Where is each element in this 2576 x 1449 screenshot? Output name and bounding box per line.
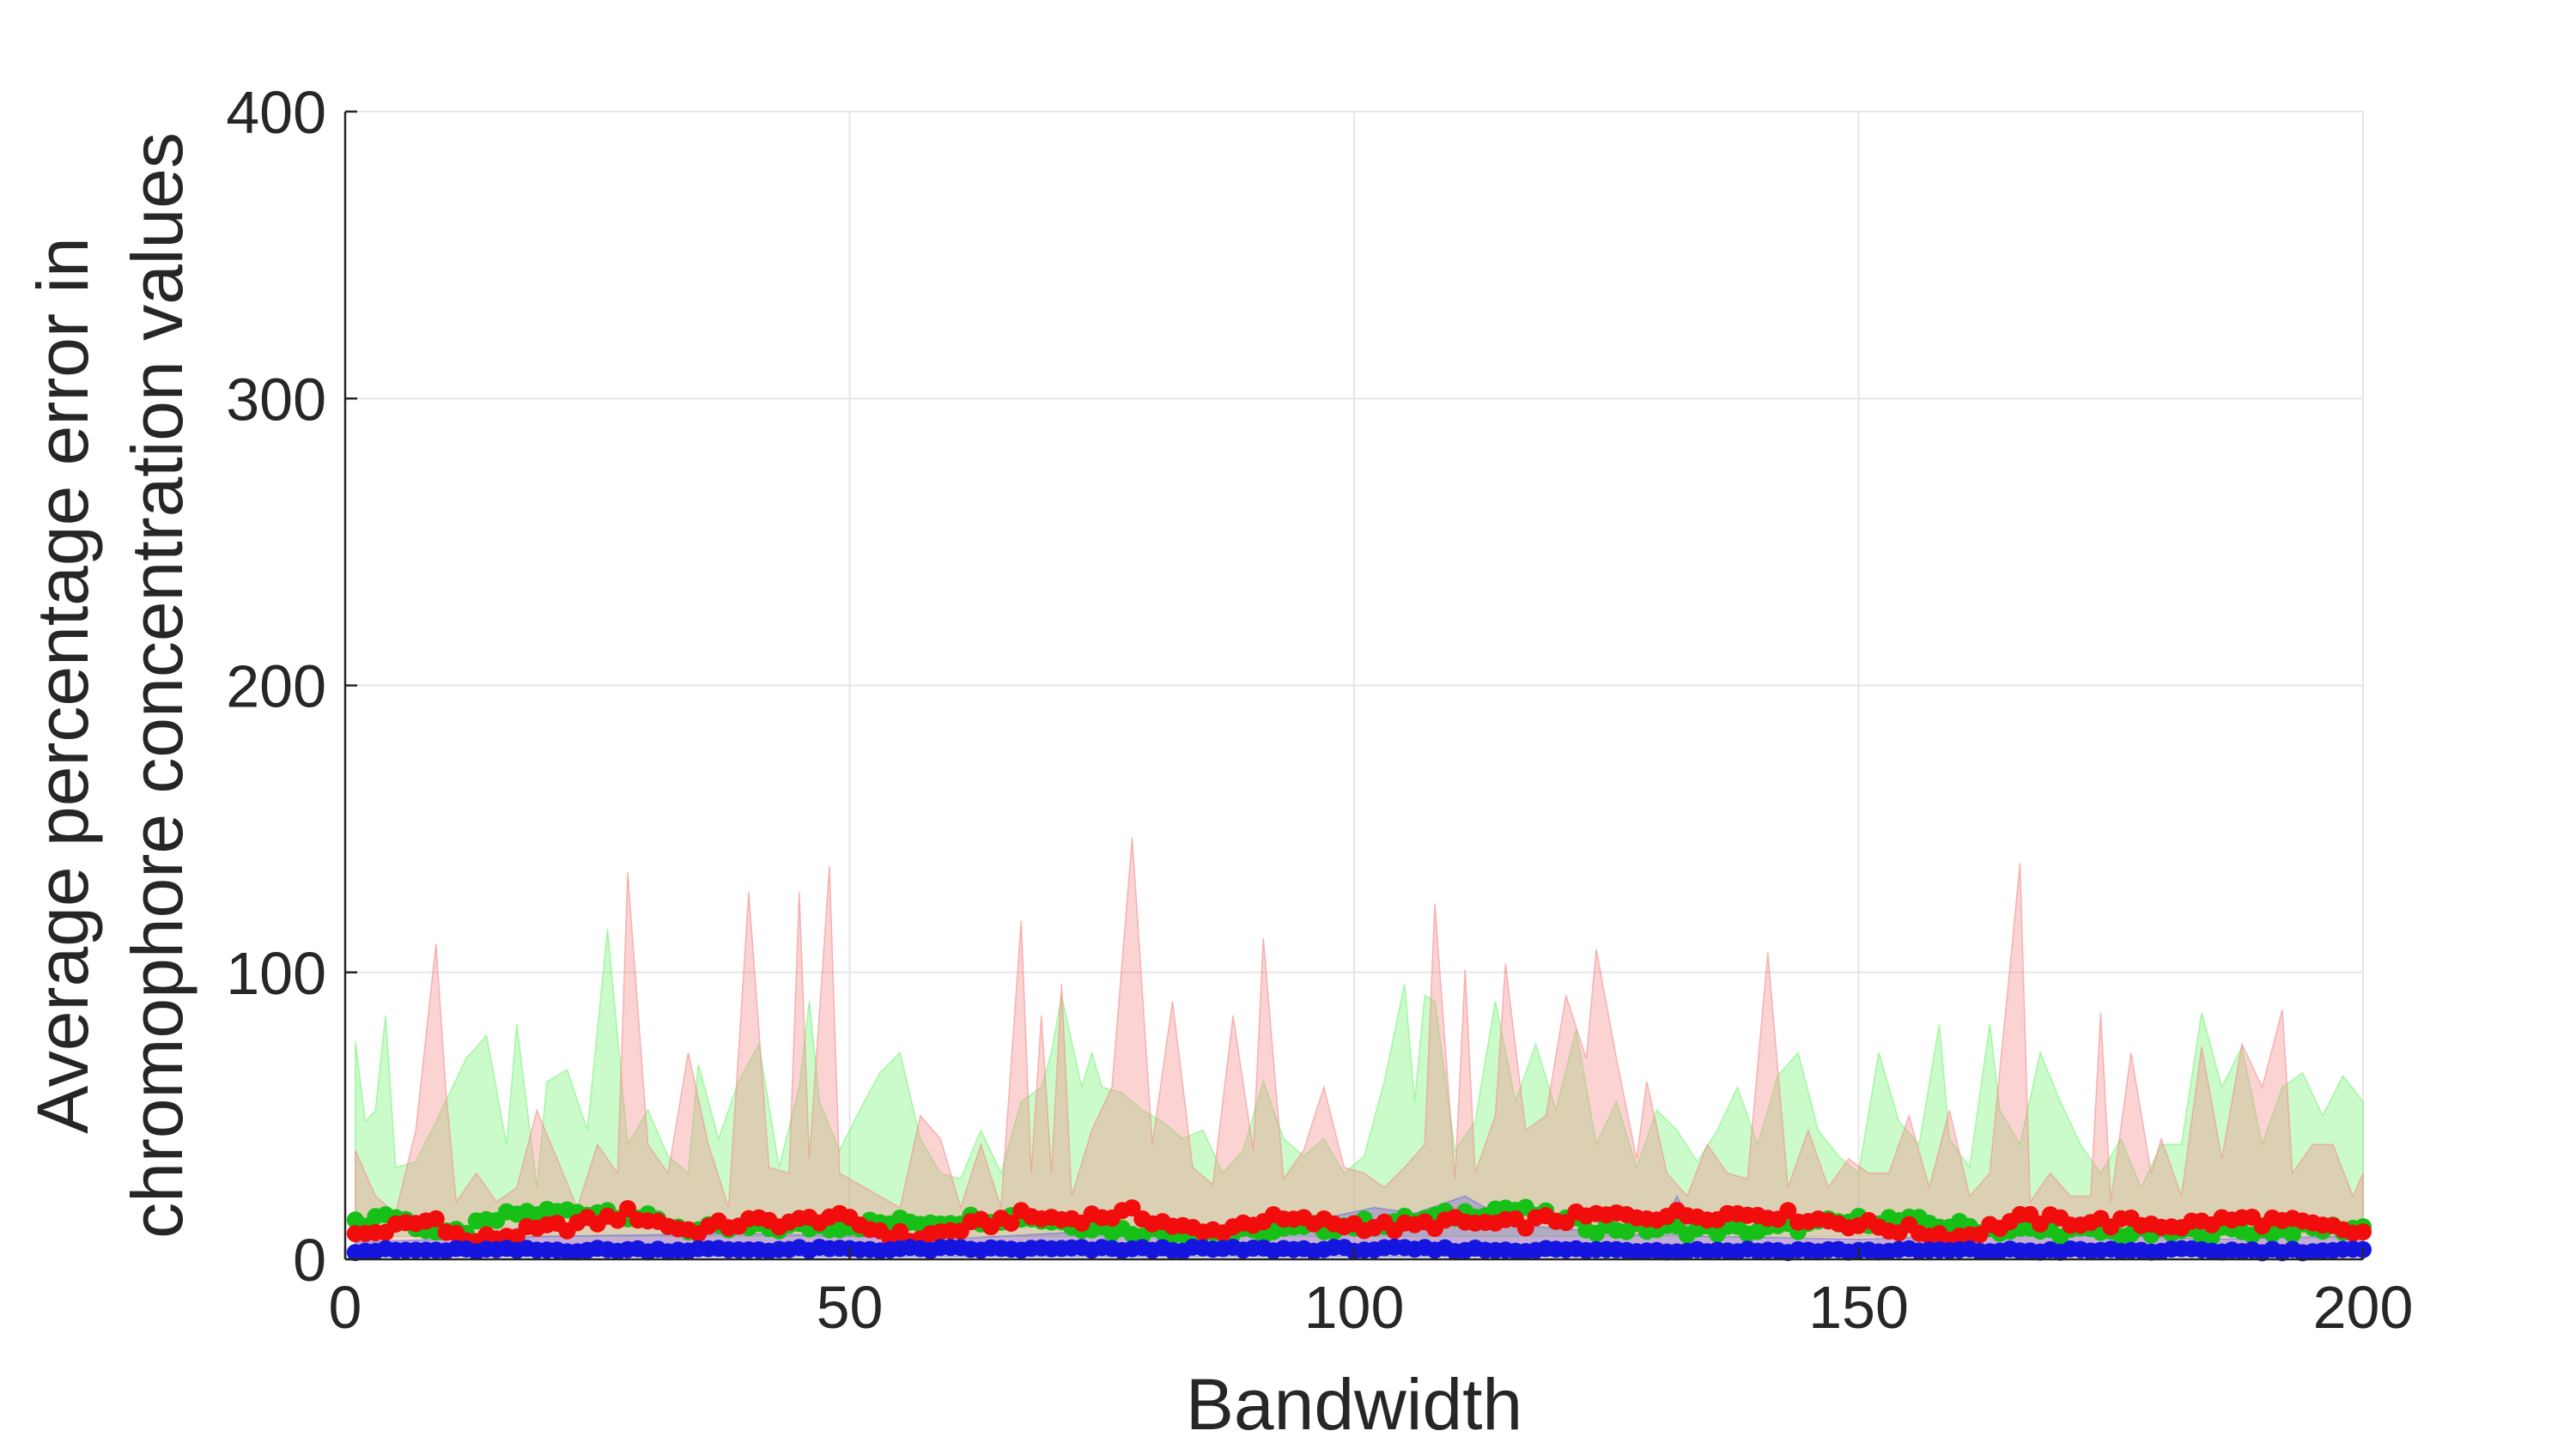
x-axis-label: Bandwidth: [1186, 1364, 1522, 1445]
axes: [343, 110, 2365, 1261]
data-point: [619, 1200, 636, 1217]
y-axis-label-line-2: chromophore concentration values: [117, 132, 197, 1239]
x-tick-label: 200: [2313, 1274, 2414, 1341]
x-tick-label: 50: [817, 1274, 884, 1341]
data-points: [346, 1198, 2372, 1262]
y-tick-label: 300: [226, 366, 326, 433]
series-3: [346, 1238, 2372, 1262]
x-tick-label: 150: [1808, 1274, 1909, 1341]
y-tick-label: 100: [226, 940, 326, 1007]
x-tick-label: 100: [1304, 1274, 1405, 1341]
data-point: [1123, 1199, 1141, 1217]
y-axis-label-line-1: Average percentage error in: [22, 237, 103, 1133]
tick-labels: 0 50 100 150 200 0 100 200 300 400: [226, 79, 2413, 1341]
y-tick-label: 400: [226, 79, 326, 146]
x-tick-label: 0: [329, 1274, 362, 1341]
series-2: [346, 1199, 2372, 1251]
y-tick-label: 200: [226, 653, 326, 720]
data-point: [1779, 1202, 1797, 1220]
data-point: [2354, 1223, 2372, 1241]
y-tick-label: 0: [293, 1227, 326, 1294]
data-point: [609, 1211, 627, 1229]
data-point: [427, 1210, 445, 1228]
data-point: [1002, 1214, 1020, 1232]
